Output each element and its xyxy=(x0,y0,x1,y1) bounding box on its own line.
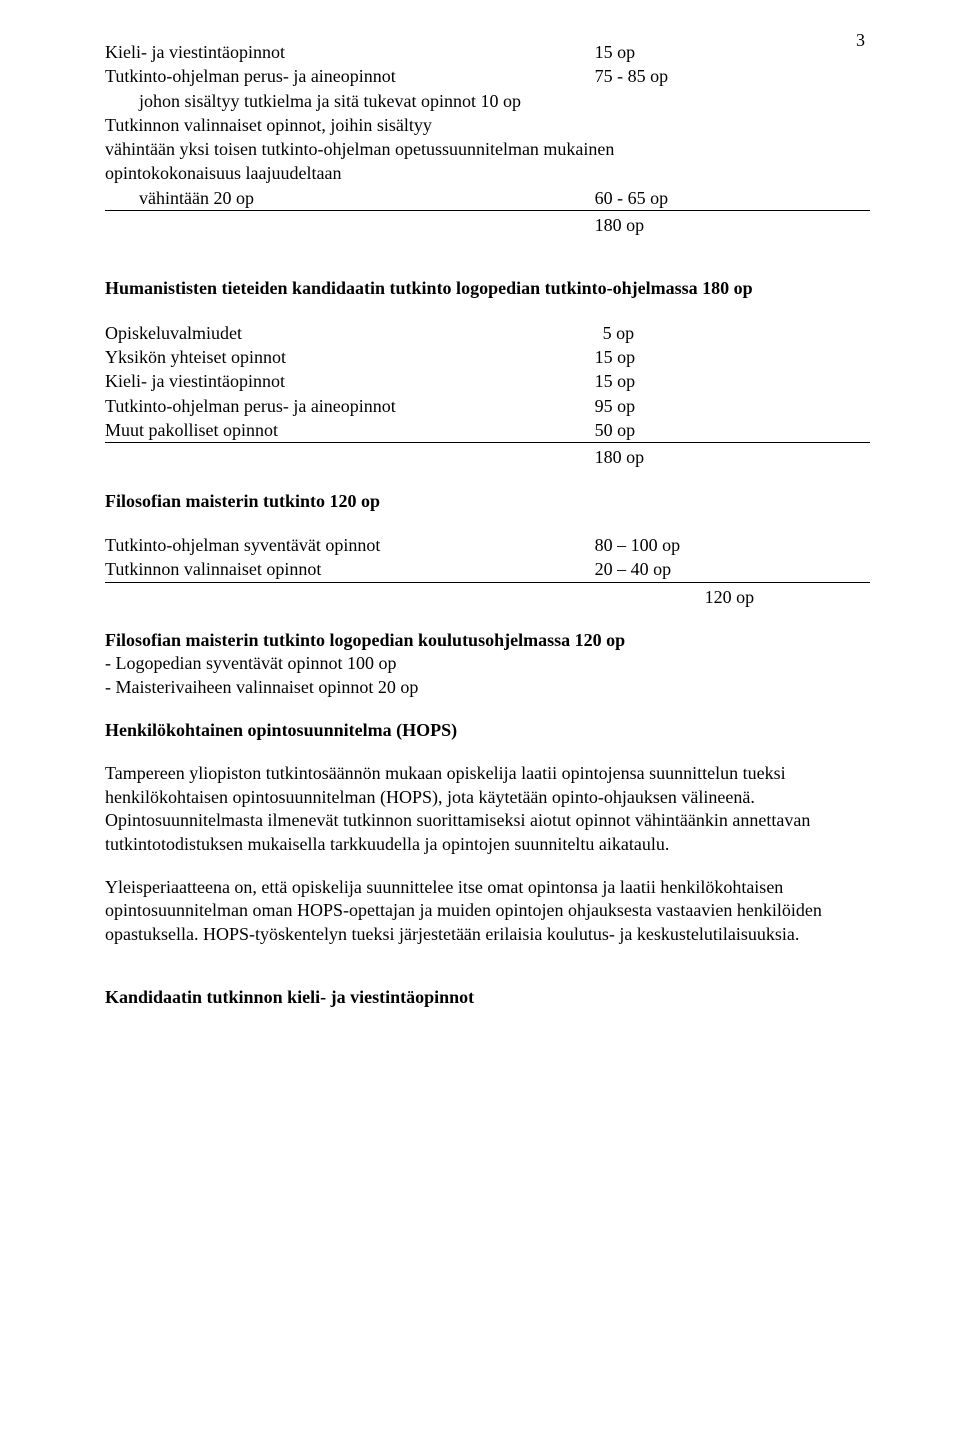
table-cell: 20 – 40 op xyxy=(595,557,870,581)
table-cell: opintokokonaisuus laajuudeltaan xyxy=(105,161,870,185)
requirements-table-3: Tutkinto-ohjelman syventävät opinnot 80 … xyxy=(105,533,870,582)
table-cell: Tutkinto-ohjelman syventävät opinnot xyxy=(105,533,595,557)
table-cell: 95 op xyxy=(595,394,870,418)
heading-filosofian-logopedian: Filosofian maisterin tutkinto logopedian… xyxy=(105,629,870,652)
table-total: 180 op xyxy=(595,445,870,469)
table-cell: 60 - 65 op xyxy=(595,186,870,210)
table-cell: vähintään yksi toisen tutkinto-ohjelman … xyxy=(105,137,870,161)
table-cell: Kieli- ja viestintäopinnot xyxy=(105,369,595,393)
table-cell: 75 - 85 op xyxy=(595,64,870,88)
heading-hops: Henkilökohtainen opintosuunnitelma (HOPS… xyxy=(105,719,870,742)
table-cell: 80 – 100 op xyxy=(595,533,870,557)
requirements-table-2: Opiskeluvalmiudet 5 op Yksikön yhteiset … xyxy=(105,321,870,442)
table-cell: johon sisältyy tutkielma ja sitä tukevat… xyxy=(105,89,870,113)
table-total: 120 op xyxy=(595,585,870,609)
paragraph: Yleisperiaatteena on, että opiskelija su… xyxy=(105,876,870,946)
document-page: 3 Kieli- ja viestintäopinnot 15 op Tutki… xyxy=(0,0,960,1429)
paragraph: Tampereen yliopiston tutkintosäännön muk… xyxy=(105,762,870,856)
table-cell: 50 op xyxy=(595,418,870,442)
divider xyxy=(105,210,870,211)
heading-kandidaatin: Kandidaatin tutkinnon kieli- ja viestint… xyxy=(105,986,870,1009)
requirements-table-3-total: 120 op xyxy=(105,585,870,609)
bullet-line: - Logopedian syventävät opinnot 100 op xyxy=(105,652,870,675)
heading-filosofian-120: Filosofian maisterin tutkinto 120 op xyxy=(105,490,870,513)
table-cell: Muut pakolliset opinnot xyxy=(105,418,595,442)
table-cell: Kieli- ja viestintäopinnot xyxy=(105,40,595,64)
requirements-table-1-total: 180 op xyxy=(105,213,870,237)
table-total: 180 op xyxy=(595,213,870,237)
requirements-table-2-total: 180 op xyxy=(105,445,870,469)
table-cell: 15 op xyxy=(595,369,870,393)
page-number: 3 xyxy=(856,30,865,51)
divider xyxy=(105,582,870,583)
table-cell: Tutkinto-ohjelman perus- ja aineopinnot xyxy=(105,394,595,418)
table-cell: Yksikön yhteiset opinnot xyxy=(105,345,595,369)
table-cell: Opiskeluvalmiudet xyxy=(105,321,595,345)
table-cell: Tutkinnon valinnaiset opinnot xyxy=(105,557,595,581)
table-cell: 5 op xyxy=(595,321,870,345)
requirements-table-1: Kieli- ja viestintäopinnot 15 op Tutkint… xyxy=(105,40,870,210)
table-cell: vähintään 20 op xyxy=(105,186,595,210)
table-cell: Tutkinto-ohjelman perus- ja aineopinnot xyxy=(105,64,595,88)
table-cell: 15 op xyxy=(595,345,870,369)
heading-humanististen: Humanististen tieteiden kandidaatin tutk… xyxy=(105,277,870,300)
table-cell: 15 op xyxy=(595,40,870,64)
table-cell: Tutkinnon valinnaiset opinnot, joihin si… xyxy=(105,113,870,137)
divider xyxy=(105,442,870,443)
bullet-line: - Maisterivaiheen valinnaiset opinnot 20… xyxy=(105,676,870,699)
